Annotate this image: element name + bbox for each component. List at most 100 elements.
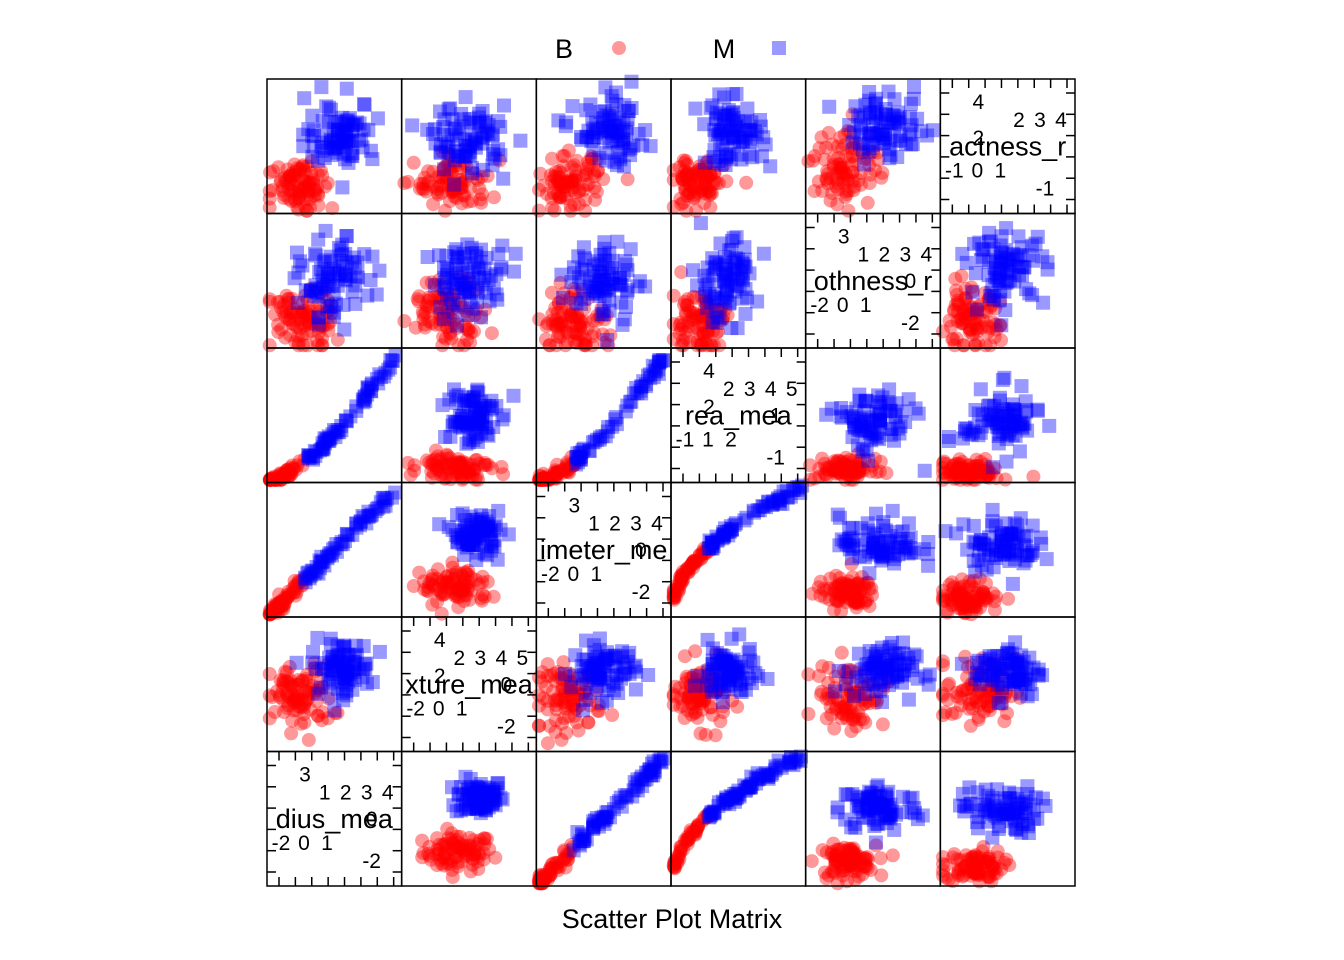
point-B <box>826 863 841 878</box>
point-M <box>953 798 967 813</box>
point-M <box>730 321 745 336</box>
point-B <box>539 680 554 694</box>
point-M <box>488 785 503 800</box>
panel-perimeter_mean-vs-texture_mean <box>532 631 656 751</box>
panel-compactness_mean-vs-area_mean <box>936 370 1057 487</box>
point-M <box>311 686 326 701</box>
point-B <box>845 688 860 703</box>
point-M <box>586 668 601 683</box>
point-M <box>593 671 607 686</box>
point-B <box>837 679 852 694</box>
point-B <box>687 825 702 839</box>
point-B <box>965 681 980 696</box>
point-M <box>731 662 746 677</box>
point-B <box>549 860 564 875</box>
point-M <box>1023 797 1038 812</box>
point-M <box>985 790 1000 805</box>
point-M <box>330 653 345 668</box>
point-M <box>993 254 1008 269</box>
point-B <box>262 688 277 703</box>
point-M <box>476 783 491 798</box>
point-B <box>700 675 714 690</box>
point-B <box>670 856 685 870</box>
point-B <box>844 843 858 858</box>
point-M <box>325 650 340 665</box>
point-B <box>397 314 412 329</box>
point-B <box>681 690 695 705</box>
point-M <box>881 678 896 693</box>
point-B <box>971 712 986 727</box>
point-B <box>455 838 470 853</box>
point-B <box>843 859 858 874</box>
point-M <box>556 290 570 305</box>
point-M <box>744 676 759 691</box>
point-B <box>971 863 986 878</box>
point-B <box>867 693 882 708</box>
point-B <box>946 579 961 594</box>
point-B <box>541 872 556 886</box>
point-B <box>709 672 724 687</box>
point-M <box>707 804 722 819</box>
point-B <box>476 852 491 867</box>
point-M <box>845 551 859 566</box>
point-B <box>846 864 861 878</box>
point-B <box>555 853 570 868</box>
point-M <box>600 645 614 660</box>
point-B <box>832 852 846 867</box>
point-B <box>440 856 455 871</box>
point-B <box>826 836 841 851</box>
point-B <box>725 693 740 708</box>
point-M <box>716 654 731 669</box>
point-M <box>442 392 457 407</box>
point-M <box>356 662 371 677</box>
point-B <box>583 670 598 685</box>
point-M <box>449 804 464 819</box>
point-M <box>783 489 798 504</box>
point-B <box>964 850 979 865</box>
point-M <box>357 657 372 672</box>
point-B <box>431 847 446 861</box>
point-M <box>714 648 729 663</box>
point-M <box>475 162 490 177</box>
point-B <box>445 836 460 851</box>
point-M <box>724 656 739 671</box>
point-B <box>843 853 858 868</box>
point-M <box>985 806 1000 821</box>
point-M <box>617 312 632 327</box>
point-B <box>571 723 586 738</box>
point-M <box>587 663 602 678</box>
point-B <box>965 850 980 865</box>
point-M <box>858 668 873 683</box>
point-B <box>946 850 961 865</box>
point-B <box>262 184 277 199</box>
point-M <box>787 754 802 769</box>
point-M <box>988 808 1003 823</box>
point-M <box>348 638 363 653</box>
point-B <box>564 160 579 175</box>
point-B <box>879 466 894 481</box>
point-B <box>855 693 870 708</box>
point-M <box>889 807 903 822</box>
point-B <box>451 581 466 595</box>
point-B <box>466 833 481 848</box>
point-M <box>446 798 461 813</box>
point-B <box>849 719 864 734</box>
point-B <box>555 673 570 687</box>
point-B <box>951 866 965 880</box>
point-M <box>783 756 798 771</box>
point-M <box>716 796 731 811</box>
point-M <box>693 216 708 231</box>
point-B <box>825 864 840 879</box>
point-B <box>839 849 854 864</box>
point-M <box>1009 807 1024 822</box>
point-M <box>864 786 879 801</box>
point-M <box>737 513 752 528</box>
point-B <box>438 836 453 851</box>
point-M <box>606 802 621 817</box>
point-M <box>712 648 727 663</box>
point-B <box>674 839 689 854</box>
point-B <box>984 863 998 878</box>
point-M <box>583 661 598 676</box>
point-M <box>868 655 883 670</box>
point-M <box>332 654 347 669</box>
